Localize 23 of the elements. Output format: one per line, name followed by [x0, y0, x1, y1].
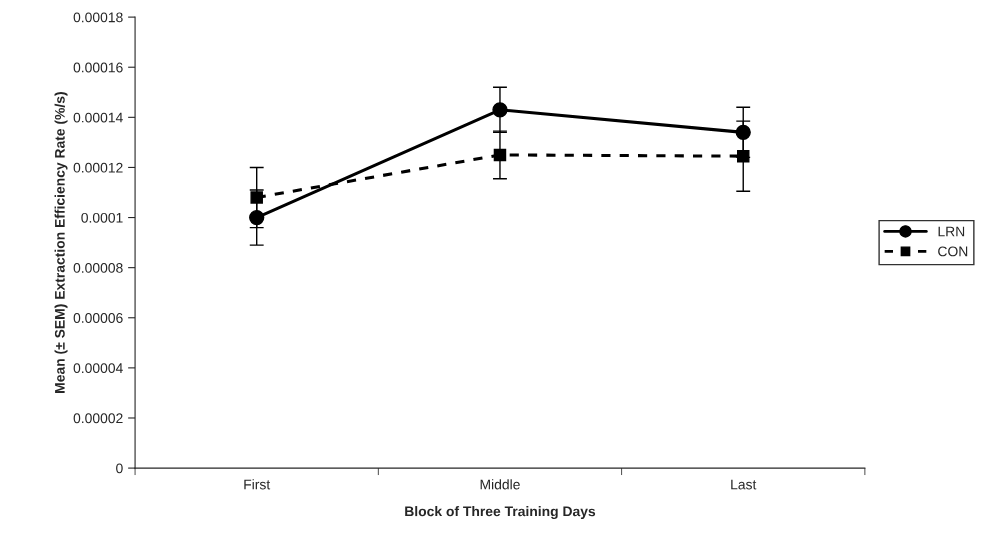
y-tick-label: 0.00006	[73, 313, 123, 323]
x-tick-label: First	[244, 479, 271, 490]
point	[250, 191, 263, 204]
point	[735, 124, 751, 141]
y-axis-title: Mean (± SEM) Extraction Efficiency Rate (%/s)	[54, 92, 68, 393]
y-tick-label: 0.00008	[73, 262, 123, 273]
legend-label: CON	[938, 246, 968, 257]
x-tick-label: Last	[731, 479, 757, 490]
legend-label: LRN	[938, 226, 965, 237]
x-axis-title: Block of Three Training Days	[405, 506, 596, 520]
y-tick-label: 0.00012	[73, 162, 123, 173]
point	[492, 102, 508, 118]
y-tick-label: 0.0001	[81, 212, 123, 223]
y-tick-label: 0.00002	[73, 413, 123, 424]
y-tick-label: 0	[116, 463, 123, 474]
y-tick-label: 0.00004	[73, 363, 123, 374]
point	[249, 209, 265, 226]
y-tick-label: 0.00018	[73, 12, 123, 23]
point	[493, 148, 507, 162]
y-tick-label: 0.00014	[73, 112, 123, 123]
y-tick-label: 0.00016	[73, 62, 123, 73]
point	[736, 149, 750, 163]
x-tick-label: Middle	[480, 479, 520, 490]
